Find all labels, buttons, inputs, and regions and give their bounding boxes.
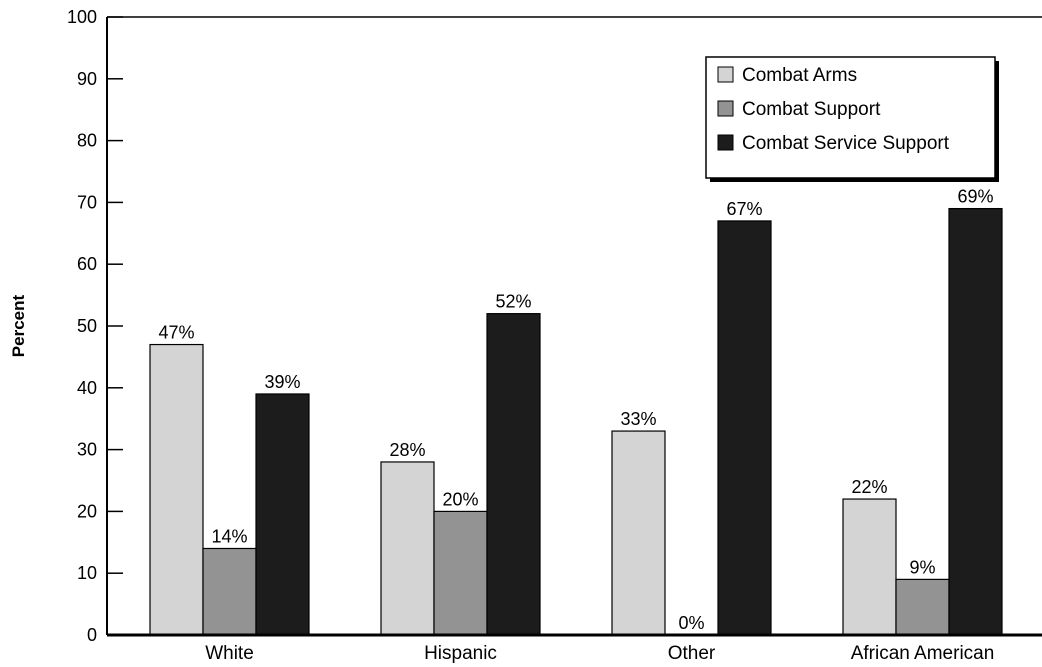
bar-combat-arms-hispanic [380,461,435,636]
data-labels-layer: 47% 14% 39% 28% 20% 52% 33% 0% 67% 22% 9% 69% [158,187,993,633]
data-label: 20% [442,489,478,509]
data-label: 52% [495,292,531,312]
y-tick-label: 40 [77,378,97,398]
y-tick-label: 0 [87,625,97,645]
bar-combat-arms-white [149,343,204,636]
bar-combat-support-hispanic [433,510,488,636]
x-category-label: Other [668,643,716,664]
bars-layer [149,207,1003,636]
data-label: 69% [957,187,993,207]
bar-combat-support-white [202,547,257,636]
y-tick-label: 70 [77,192,97,212]
legend-box [705,56,996,179]
y-tick-label: 100 [67,7,97,27]
x-category-label: African American [851,643,995,664]
data-label: 28% [389,440,425,460]
y-tick-label: 10 [77,563,97,583]
data-label: 47% [158,323,194,343]
bar-combat-service-support-hispanic [486,313,541,636]
bar-combat-service-support-white [255,393,310,636]
bar-combat-service-support-other [717,220,772,636]
data-label: 9% [909,557,935,577]
y-tick-label: 90 [77,69,97,89]
bar-combat-arms-african-american [842,498,897,636]
y-tick-label: 60 [77,254,97,274]
data-label: 14% [211,526,247,546]
data-label: 0% [678,613,704,633]
bar-combat-support-african-american [895,578,950,636]
legend-label: Combat Support [742,99,881,120]
x-category-label: Hispanic [424,643,497,664]
data-label: 22% [851,477,887,497]
legend-label: Combat Arms [742,65,857,86]
y-tick-label: 30 [77,440,97,460]
legend-swatch [717,100,734,117]
x-category-label: White [205,643,254,664]
legend-label: Combat Service Support [742,133,950,154]
data-label: 39% [264,372,300,392]
legend-swatch [717,66,734,83]
y-tick-label: 20 [77,501,97,521]
y-axis-title: Percent [9,294,28,357]
axes-layer: 0 10 20 30 40 50 60 70 80 90 100 White Hispanic Other… [67,7,1042,664]
bar-combat-arms-other [611,430,666,636]
y-tick-label: 80 [77,131,97,151]
legend: Combat Arms Combat Support Combat Service … [705,56,999,182]
data-label: 67% [726,199,762,219]
data-label: 33% [620,409,656,429]
legend-swatch [717,134,734,151]
bar-combat-service-support-african-american [948,207,1003,636]
y-tick-label: 50 [77,316,97,336]
